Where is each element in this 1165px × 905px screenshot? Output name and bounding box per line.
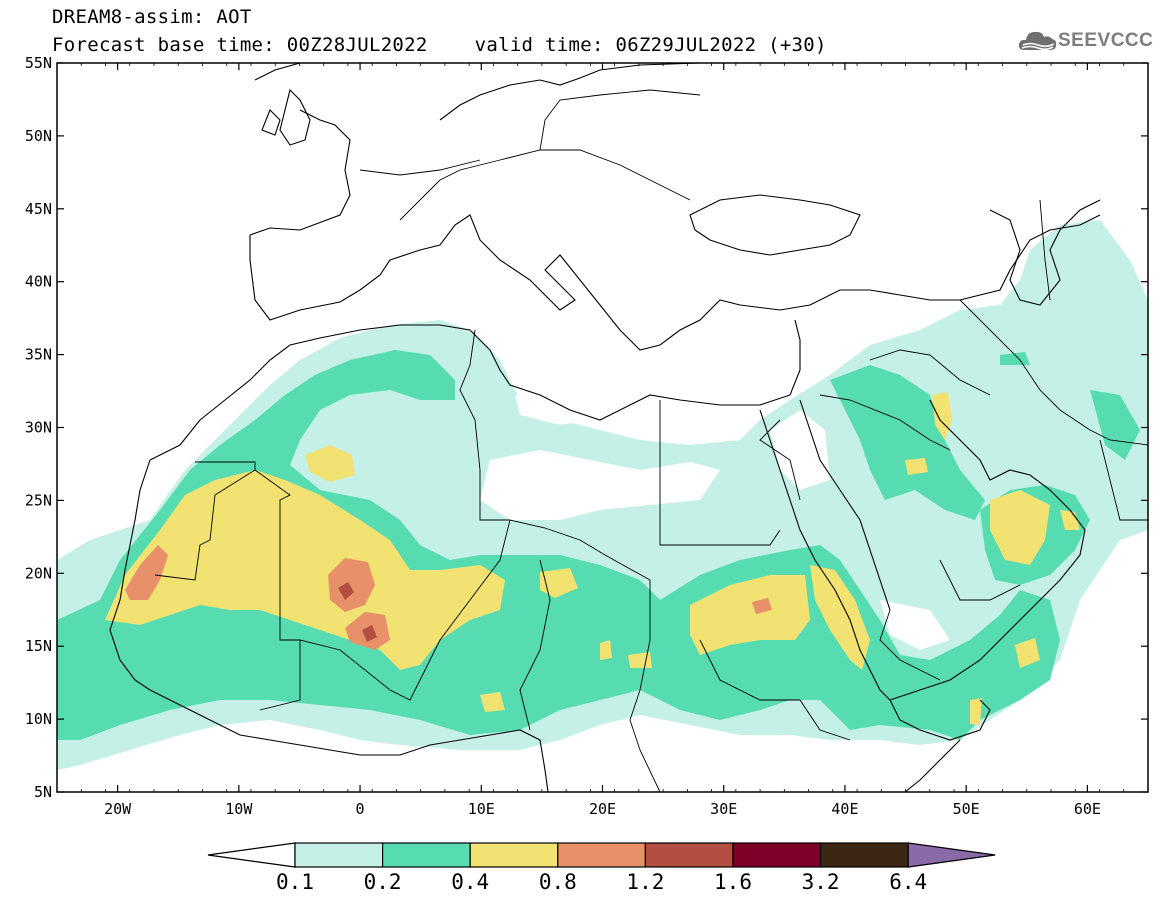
lat-label: 25N <box>25 491 52 509</box>
colorbar-over-triangle <box>907 842 996 868</box>
lat-label: 10N <box>25 710 52 728</box>
lon-label: 20W <box>104 800 132 818</box>
aot-field <box>57 63 1148 792</box>
seevccc-logo: SEEVCCC <box>1018 28 1154 54</box>
colorbar-label: 0.4 <box>451 870 489 894</box>
coastlines <box>109 63 1101 792</box>
axis-ticks <box>56 62 1149 793</box>
colorbar-labels: 0.1 0.2 0.4 0.8 1.2 1.6 3.2 6.4 <box>276 870 927 894</box>
colorbar-box <box>732 842 822 868</box>
colorbar-box <box>644 842 734 868</box>
longitude-labels: 20W 10W 0 10E 20E 30E 40E 50E 60E <box>104 800 1101 818</box>
colorbar-label: 6.4 <box>889 870 927 894</box>
colorbar-label: 1.6 <box>714 870 752 894</box>
aot-level-0.8 <box>125 545 772 650</box>
lat-label: 50N <box>25 127 52 145</box>
forecast-times: Forecast base time: 00Z28JUL2022 valid t… <box>52 34 827 56</box>
colorbar-box <box>557 842 646 868</box>
aot-level-0.4 <box>105 392 1080 725</box>
lon-label: 0 <box>356 800 365 818</box>
colorbar-label: 0.2 <box>364 870 402 894</box>
lon-label: 20E <box>589 800 616 818</box>
lat-label: 30N <box>25 419 52 437</box>
colorbar-label: 1.2 <box>626 870 664 894</box>
colorbar-box <box>819 842 909 868</box>
logo-text: SEEVCCC <box>1058 30 1154 51</box>
lon-label: 60E <box>1074 800 1101 818</box>
colorbar-label: 3.2 <box>802 870 840 894</box>
country-borders <box>154 89 1148 792</box>
lat-label: 20N <box>25 564 52 582</box>
lat-label: 5N <box>34 783 52 801</box>
map-title: DREAM8-assim: AOT <box>52 6 252 28</box>
colorbar-label: 0.8 <box>539 870 577 894</box>
colorbar-under-triangle <box>207 842 296 868</box>
lat-label: 35N <box>25 346 52 364</box>
lat-label: 15N <box>25 637 52 655</box>
lon-label: 10W <box>225 800 253 818</box>
colorbar-box <box>294 842 384 868</box>
colorbar-boxes <box>207 842 996 868</box>
lat-label: 40N <box>25 273 52 291</box>
lon-label: 40E <box>831 800 858 818</box>
lat-label: 45N <box>25 200 52 218</box>
colorbar-box <box>469 842 559 868</box>
lon-label: 50E <box>953 800 980 818</box>
colorbar-box <box>382 842 471 868</box>
latitude-labels: 55N 50N 45N 40N 35N 30N 25N 20N 15N 10N 5N <box>25 54 52 801</box>
lat-label: 55N <box>25 54 52 72</box>
cloud-icon <box>1018 31 1057 51</box>
aot-level-1.2 <box>338 582 377 642</box>
lon-label: 10E <box>468 800 495 818</box>
lon-label: 30E <box>710 800 737 818</box>
colorbar-label: 0.1 <box>276 870 314 894</box>
